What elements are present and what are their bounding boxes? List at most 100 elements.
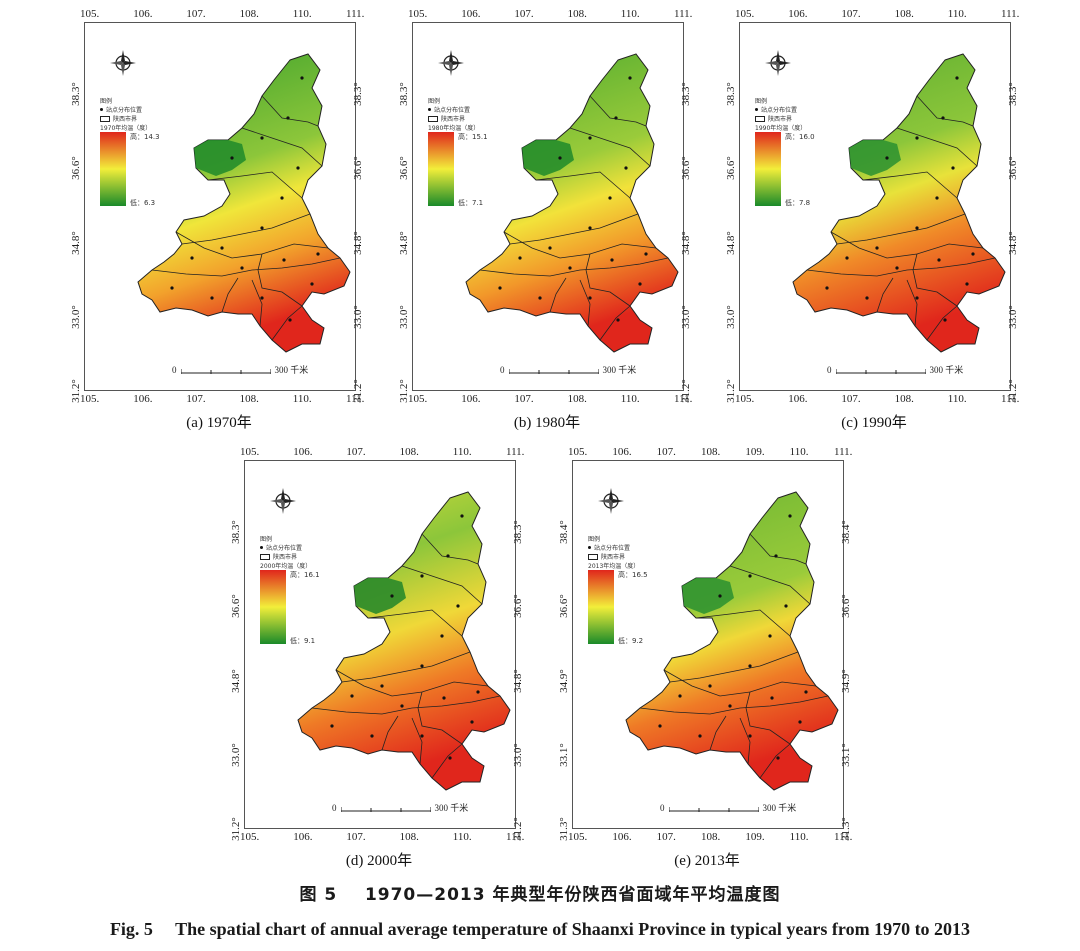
- station-marker: [568, 266, 572, 270]
- legend-header: 图例: [588, 536, 601, 543]
- city-boundary: [926, 305, 958, 341]
- y-tick-label: 31.2°: [351, 379, 364, 403]
- northwest-cold-zone: [682, 578, 734, 614]
- x-tick-label: 106.: [461, 8, 481, 20]
- station-marker: [230, 156, 234, 160]
- map-legend: 图例 站点分布位置 陕西市界 2013年均温（度） 高：16.5 低：9.2: [588, 534, 658, 648]
- shaanxi-temperature-map: [297, 491, 511, 791]
- boundary-box-icon: [260, 553, 270, 560]
- station-marker: [798, 720, 802, 724]
- panel-caption: (e) 2013年: [674, 853, 740, 869]
- station-marker: [915, 296, 919, 300]
- station-marker: [288, 318, 292, 322]
- ramp-min-label: 低：7.1: [458, 199, 484, 207]
- x-tick-label: 107.: [656, 446, 676, 458]
- scale-bar: 0 300 千米: [500, 363, 636, 376]
- x-tick-label: 106.: [293, 446, 313, 458]
- station-marker: [748, 734, 752, 738]
- shaanxi-temperature-map: [465, 53, 679, 353]
- x-tick-label: 111.: [1001, 8, 1020, 20]
- station-marker: [476, 690, 480, 694]
- x-tick-label: 105.: [80, 393, 100, 405]
- y-tick-label: 31.2°: [1006, 379, 1019, 403]
- y-tick-label: 33.0°: [229, 742, 242, 767]
- station-marker: [943, 318, 947, 322]
- y-tick-label: 33.0°: [69, 304, 82, 329]
- city-boundary: [569, 127, 651, 167]
- city-boundary: [663, 669, 817, 697]
- station-marker: [240, 266, 244, 270]
- station-marker: [316, 252, 320, 256]
- legend-station-item: 站点分布位置: [588, 543, 658, 552]
- station-dot-icon: [100, 108, 103, 111]
- x-tick-label: 108.: [894, 8, 914, 20]
- station-marker: [380, 684, 384, 688]
- x-tick-label: 111.: [834, 446, 853, 458]
- x-tick-label: 111.: [674, 8, 693, 20]
- scale-zero-label: 0: [827, 365, 832, 375]
- city-boundary: [411, 717, 423, 765]
- scale-end-label: 300 千米: [929, 365, 964, 375]
- shaanxi-temperature-map: [137, 53, 351, 353]
- panel-caption: (a) 1970年: [186, 415, 252, 431]
- scale-zero-label: 0: [500, 365, 505, 375]
- station-marker: [937, 258, 941, 262]
- x-tick-label: 108.: [567, 393, 587, 405]
- y-tick-label: 34.8°: [229, 668, 242, 693]
- x-tick-label: 110.: [789, 831, 809, 843]
- station-marker: [784, 604, 788, 608]
- map-panel: 105. 105. 106. 106. 107. 107. 108. 108. 110. 110.…: [69, 8, 372, 433]
- y-tick-label: 38.4°: [557, 520, 570, 544]
- x-tick-label: 106.: [461, 393, 481, 405]
- city-boundary: [509, 213, 639, 245]
- x-tick-label: 111.: [346, 393, 365, 405]
- y-tick-label: 33.0°: [724, 304, 737, 329]
- legend-boundary-item: 陕西市界: [428, 114, 498, 123]
- map-legend: 图例 站点分布位置 陕西市界 2000年均温（度） 高：16.1 低：9.1: [260, 534, 330, 648]
- temperature-color-ramp: [100, 132, 126, 206]
- y-tick-label: 31.2°: [397, 379, 410, 403]
- legend-boundary-label: 陕西市界: [273, 554, 298, 561]
- city-boundary: [181, 213, 311, 245]
- station-marker: [350, 694, 354, 698]
- compass-rose-icon: [270, 488, 296, 514]
- city-boundary: [251, 279, 263, 327]
- scale-zero-label: 0: [660, 803, 665, 813]
- ramp-max-label: 高：16.1: [290, 571, 320, 579]
- x-tick-label: 105.: [240, 831, 260, 843]
- ramp-max-label: 高：14.3: [130, 133, 160, 141]
- city-boundary: [729, 565, 811, 605]
- station-marker: [558, 156, 562, 160]
- y-tick-label: 34.8°: [397, 230, 410, 255]
- compass-rose-icon: [765, 50, 791, 76]
- x-tick-label: 108.: [239, 393, 259, 405]
- x-tick-label: 105.: [568, 831, 588, 843]
- legend-boundary-label: 陕西市界: [768, 116, 793, 123]
- scale-bar: 0 300 千米: [172, 363, 308, 376]
- station-marker: [628, 76, 632, 80]
- station-marker: [588, 226, 592, 230]
- x-tick-label: 107.: [514, 393, 534, 405]
- station-marker: [460, 514, 464, 518]
- x-tick-label: 105.: [735, 393, 755, 405]
- city-boundary: [749, 533, 807, 565]
- station-marker: [538, 296, 542, 300]
- x-tick-label: 110.: [292, 8, 312, 20]
- scale-zero-label: 0: [332, 803, 337, 813]
- ramp-max-label: 高：16.5: [618, 571, 648, 579]
- station-marker: [548, 246, 552, 250]
- station-marker: [170, 286, 174, 290]
- city-boundary: [862, 171, 958, 199]
- station-marker: [644, 252, 648, 256]
- station-marker: [658, 724, 662, 728]
- station-marker: [420, 664, 424, 668]
- x-tick-label: 110.: [947, 8, 967, 20]
- city-boundary: [585, 253, 631, 307]
- x-tick-label: 109.: [745, 446, 765, 458]
- station-marker: [300, 76, 304, 80]
- station-marker: [748, 574, 752, 578]
- x-tick-label: 106.: [612, 446, 632, 458]
- northwest-cold-zone: [522, 140, 574, 176]
- figure-caption-cn: 图 5 1970—2013 年典型年份陕西省面域年平均温度图: [0, 880, 1080, 905]
- map-legend: 图例 站点分布位置 陕西市界 1970年均温（度） 高：14.3 低：6.3: [100, 96, 170, 210]
